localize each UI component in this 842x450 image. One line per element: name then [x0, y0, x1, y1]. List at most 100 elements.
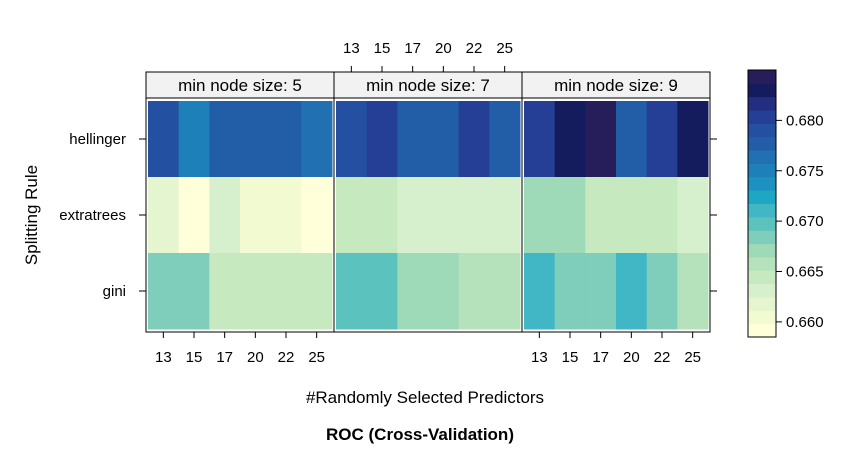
colorbar-segment	[748, 323, 776, 338]
heatmap-cell	[616, 177, 648, 254]
heatmap-cell	[616, 101, 648, 178]
colorbar-segment	[748, 123, 776, 138]
x-tick-label: 13	[531, 349, 548, 366]
colorbar: 0.660 0.665 0.670 0.675 0.680	[747, 69, 824, 338]
heatmap-cell	[366, 253, 398, 330]
heatmap-cell	[366, 101, 398, 178]
x-tick-label: 17	[216, 349, 233, 366]
heatmap-cell	[585, 101, 617, 178]
heatmap-cell	[554, 101, 586, 178]
heatmap-cell	[428, 101, 460, 178]
colorbar-tick-label: 0.675	[786, 163, 824, 180]
x-tick-label: 17	[404, 40, 421, 57]
heatmap-cell	[646, 253, 678, 330]
colorbar-tick-label: 0.660	[786, 314, 824, 331]
heatmap-cell	[178, 101, 210, 178]
panel-strip	[145, 71, 335, 99]
heatmap-cell	[148, 101, 180, 178]
heatmap-cell	[270, 101, 302, 178]
heatmap-cell	[209, 253, 241, 330]
chart-title: ROC (Cross-Validation)	[326, 425, 514, 444]
heatmap-cell	[301, 253, 333, 330]
heatmap-cell	[336, 253, 368, 330]
panel-strip	[521, 71, 711, 99]
colorbar-tick-label: 0.680	[786, 112, 824, 129]
heatmap-cell	[554, 253, 586, 330]
heatmap-cell	[585, 253, 617, 330]
heatmap-cell	[397, 253, 429, 330]
heatmap-cell	[178, 177, 210, 254]
heatmap-cell	[301, 177, 333, 254]
heatmap-cell	[646, 101, 678, 178]
y-axis-label: Splitting Rule	[22, 165, 41, 265]
colorbar-segment	[748, 150, 776, 164]
heatmap-cell	[524, 101, 556, 178]
panels: min node size: 5 13 15 17 20 22 25 min node siz…	[59, 40, 717, 366]
heatmap-cell	[178, 253, 210, 330]
x-tick-label: 22	[654, 349, 671, 366]
heatmap-cell	[616, 253, 648, 330]
x-tick-label: 13	[155, 349, 172, 366]
colorbar-segment	[748, 216, 776, 231]
colorbar-segment	[748, 270, 776, 285]
heatmap-cell	[336, 101, 368, 178]
x-tick-label: 15	[562, 349, 579, 366]
heatmap-cell	[240, 177, 272, 254]
heatmap-cell	[677, 177, 709, 254]
heatmap-cell	[524, 253, 556, 330]
heatmap-cell	[148, 253, 180, 330]
panel: min node size: 5 13 15 17 20 22 25	[145, 71, 335, 366]
heatmap-cell	[585, 177, 617, 254]
colorbar-segment	[748, 83, 776, 98]
panel-strip-label: min node size: 5	[178, 76, 302, 95]
panel: min node size: 7 13 15 17 20 22 25	[333, 40, 523, 333]
heatmap-cell	[428, 253, 460, 330]
heatmap-cell	[397, 101, 429, 178]
colorbar-segment	[748, 230, 776, 245]
colorbar-segment	[748, 256, 776, 271]
colorbar-segment	[748, 310, 776, 325]
heatmap-cell	[677, 101, 709, 178]
x-tick-label: 17	[592, 349, 609, 366]
x-tick-label: 20	[247, 349, 264, 366]
colorbar-frame	[747, 69, 777, 338]
heatmap-cell	[366, 177, 398, 254]
heatmap-cell	[397, 177, 429, 254]
panel-strip	[333, 71, 523, 99]
heatmap-cell	[524, 177, 556, 254]
colorbar-segment	[748, 163, 776, 178]
colorbar-segment	[748, 243, 776, 258]
colorbar-tick-label: 0.665	[786, 264, 824, 281]
panel: min node size: 9 13 15 17 20 22 25	[521, 71, 711, 366]
heatmap-cell	[458, 101, 490, 178]
x-tick-label: 22	[278, 349, 295, 366]
heatmap-cell	[336, 177, 368, 254]
heatmap-cell	[240, 253, 272, 330]
x-axis-label: #Randomly Selected Predictors	[306, 388, 544, 407]
heatmap-cell	[489, 101, 521, 178]
y-tick-label: hellinger	[69, 131, 126, 148]
y-tick-label: gini	[103, 283, 126, 300]
x-tick-label: 20	[623, 349, 640, 366]
heatmap-cell	[240, 101, 272, 178]
heatmap-cell	[301, 101, 333, 178]
colorbar-segment	[748, 96, 776, 111]
colorbar-segment	[748, 136, 776, 151]
x-tick-label: 13	[343, 40, 360, 57]
colorbar-segment	[748, 203, 776, 218]
heatmap-cell	[489, 253, 521, 330]
colorbar-segment	[748, 70, 776, 84]
heatmap-cell	[458, 177, 490, 254]
panel-strip-label: min node size: 9	[554, 76, 678, 95]
heatmap-cell	[554, 177, 586, 254]
y-tick-label: extratrees	[59, 207, 126, 224]
colorbar-segment	[748, 110, 776, 124]
heatmap-cell	[209, 101, 241, 178]
panel-strip-label: min node size: 7	[366, 76, 490, 95]
heatmap-cell	[646, 177, 678, 254]
colorbar-segment	[748, 176, 776, 191]
colorbar-segment	[748, 190, 776, 204]
x-tick-label: 22	[466, 40, 483, 57]
x-tick-label: 25	[308, 349, 325, 366]
